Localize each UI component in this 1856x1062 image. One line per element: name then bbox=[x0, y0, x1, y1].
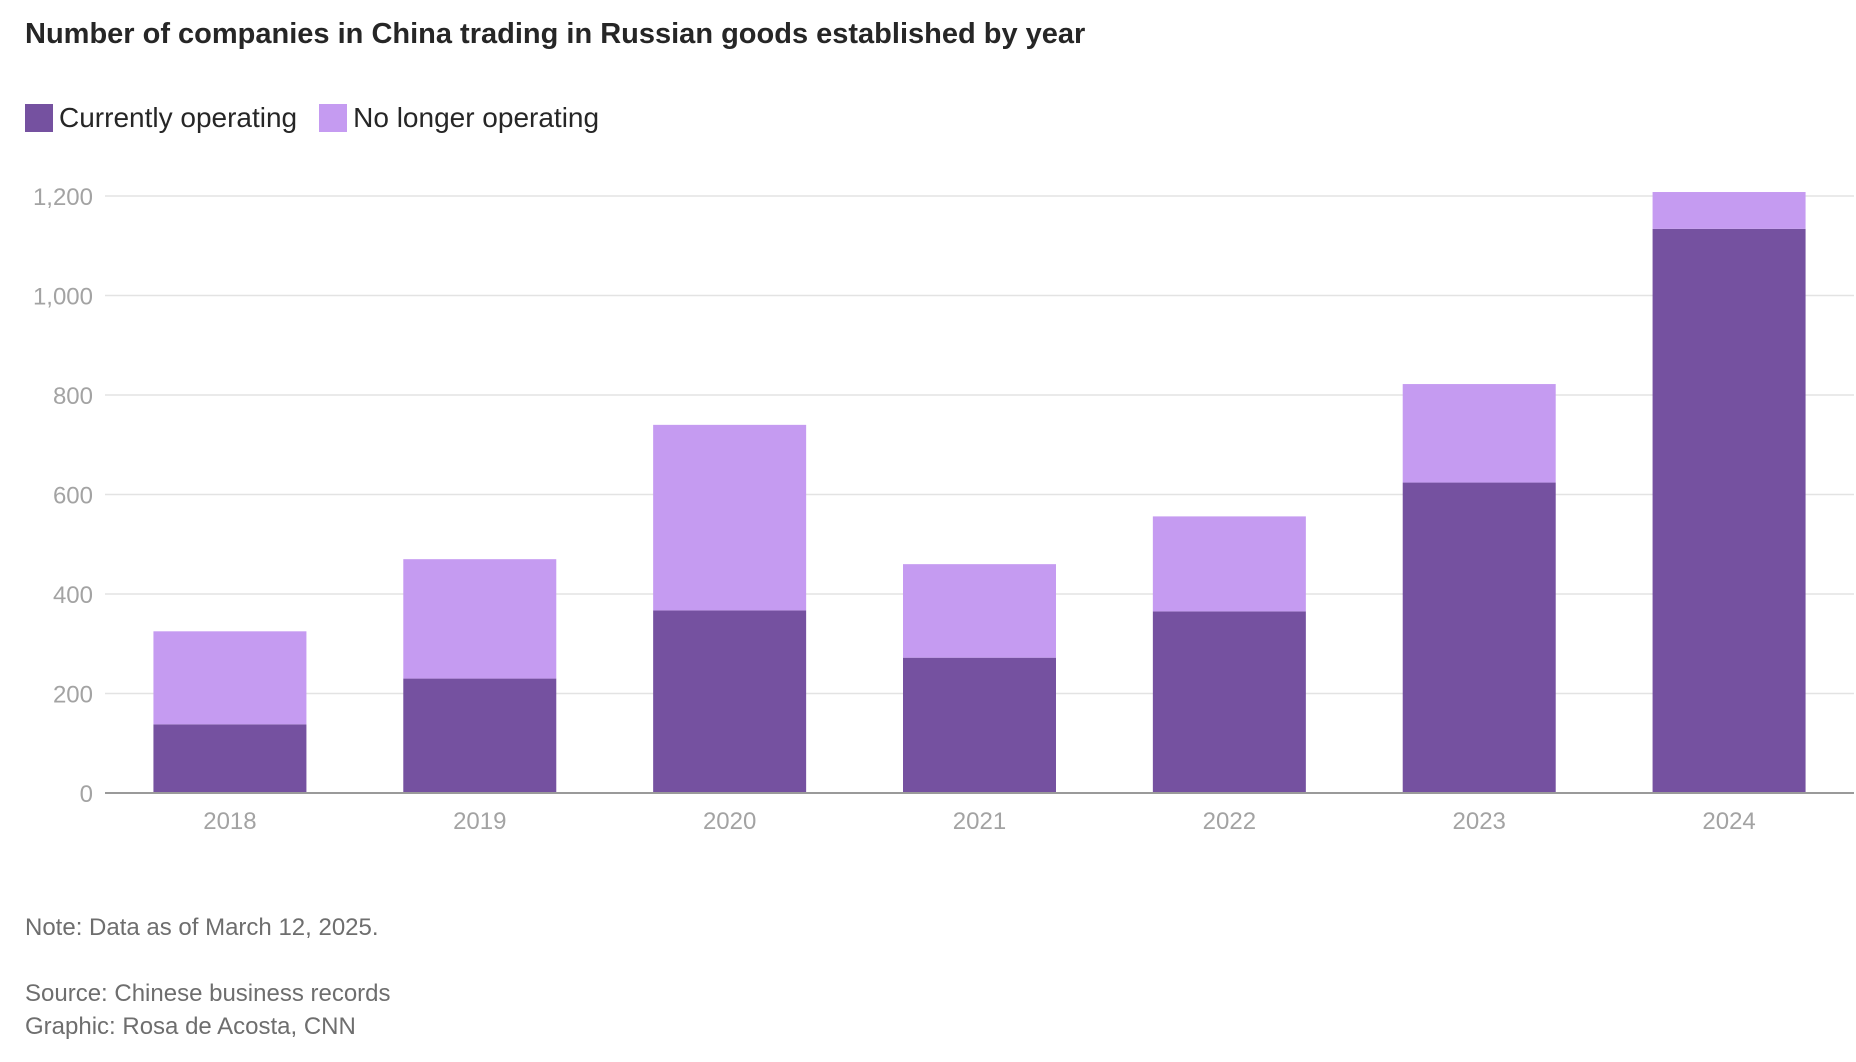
y-tick-label: 1,000 bbox=[33, 284, 93, 311]
bar-2023-no-longer-operating bbox=[1402, 384, 1556, 483]
x-tick-label: 2019 bbox=[453, 808, 506, 835]
y-tick-label: 800 bbox=[53, 383, 93, 410]
bar-2019-currently-operating bbox=[403, 678, 557, 793]
bar-2021-no-longer-operating bbox=[903, 564, 1056, 658]
x-tick-label: 2018 bbox=[203, 808, 256, 835]
bar-2024-currently-operating bbox=[1652, 228, 1806, 793]
bar-2021-currently-operating bbox=[903, 657, 1056, 793]
legend-swatch-currently-operating bbox=[25, 104, 53, 132]
bar-2022-no-longer-operating bbox=[1152, 516, 1306, 612]
x-tick-label: 2024 bbox=[1702, 808, 1755, 835]
legend-label-currently-operating: Currently operating bbox=[59, 102, 298, 133]
legend-label-no-longer-operating: No longer operating bbox=[353, 102, 600, 133]
bar-2024-no-longer-operating bbox=[1652, 192, 1806, 229]
y-tick-label: 400 bbox=[53, 582, 93, 609]
x-tick-label: 2022 bbox=[1203, 808, 1256, 835]
x-tick-label: 2020 bbox=[703, 808, 756, 835]
bar-2018-currently-operating bbox=[153, 724, 307, 793]
chart-legend: Currently operating No longer operating bbox=[25, 100, 621, 136]
bar-2018-no-longer-operating bbox=[153, 631, 307, 725]
bar-2022-currently-operating bbox=[1152, 611, 1306, 793]
y-tick-label: 0 bbox=[80, 781, 93, 808]
y-tick-label: 1,200 bbox=[33, 184, 93, 211]
stacked-bar-chart: 0 200 400 600 800 1,000 1,200 2018 2019 2020 2021 2… bbox=[33, 184, 1854, 835]
y-tick-label: 600 bbox=[53, 483, 93, 510]
bar-2019-no-longer-operating bbox=[403, 559, 557, 679]
x-tick-label: 2023 bbox=[1453, 808, 1506, 835]
legend-item-no-longer-operating: No longer operating bbox=[319, 102, 599, 134]
bar-2020-no-longer-operating bbox=[653, 424, 807, 611]
x-tick-label: 2021 bbox=[953, 808, 1006, 835]
chart-title: Number of companies in China trading in … bbox=[25, 18, 1086, 50]
bar-2020-currently-operating bbox=[653, 610, 807, 793]
legend-swatch-no-longer-operating bbox=[319, 104, 348, 132]
legend-item-currently-operating: Currently operating bbox=[25, 102, 297, 134]
chart-credit: Graphic: Rosa de Acosta, CNN bbox=[25, 1013, 356, 1040]
chart-note: Note: Data as of March 12, 2025. bbox=[25, 914, 379, 941]
bar-2023-currently-operating bbox=[1402, 482, 1556, 793]
y-tick-label: 200 bbox=[53, 682, 93, 709]
chart-source: Source: Chinese business records bbox=[25, 980, 391, 1007]
